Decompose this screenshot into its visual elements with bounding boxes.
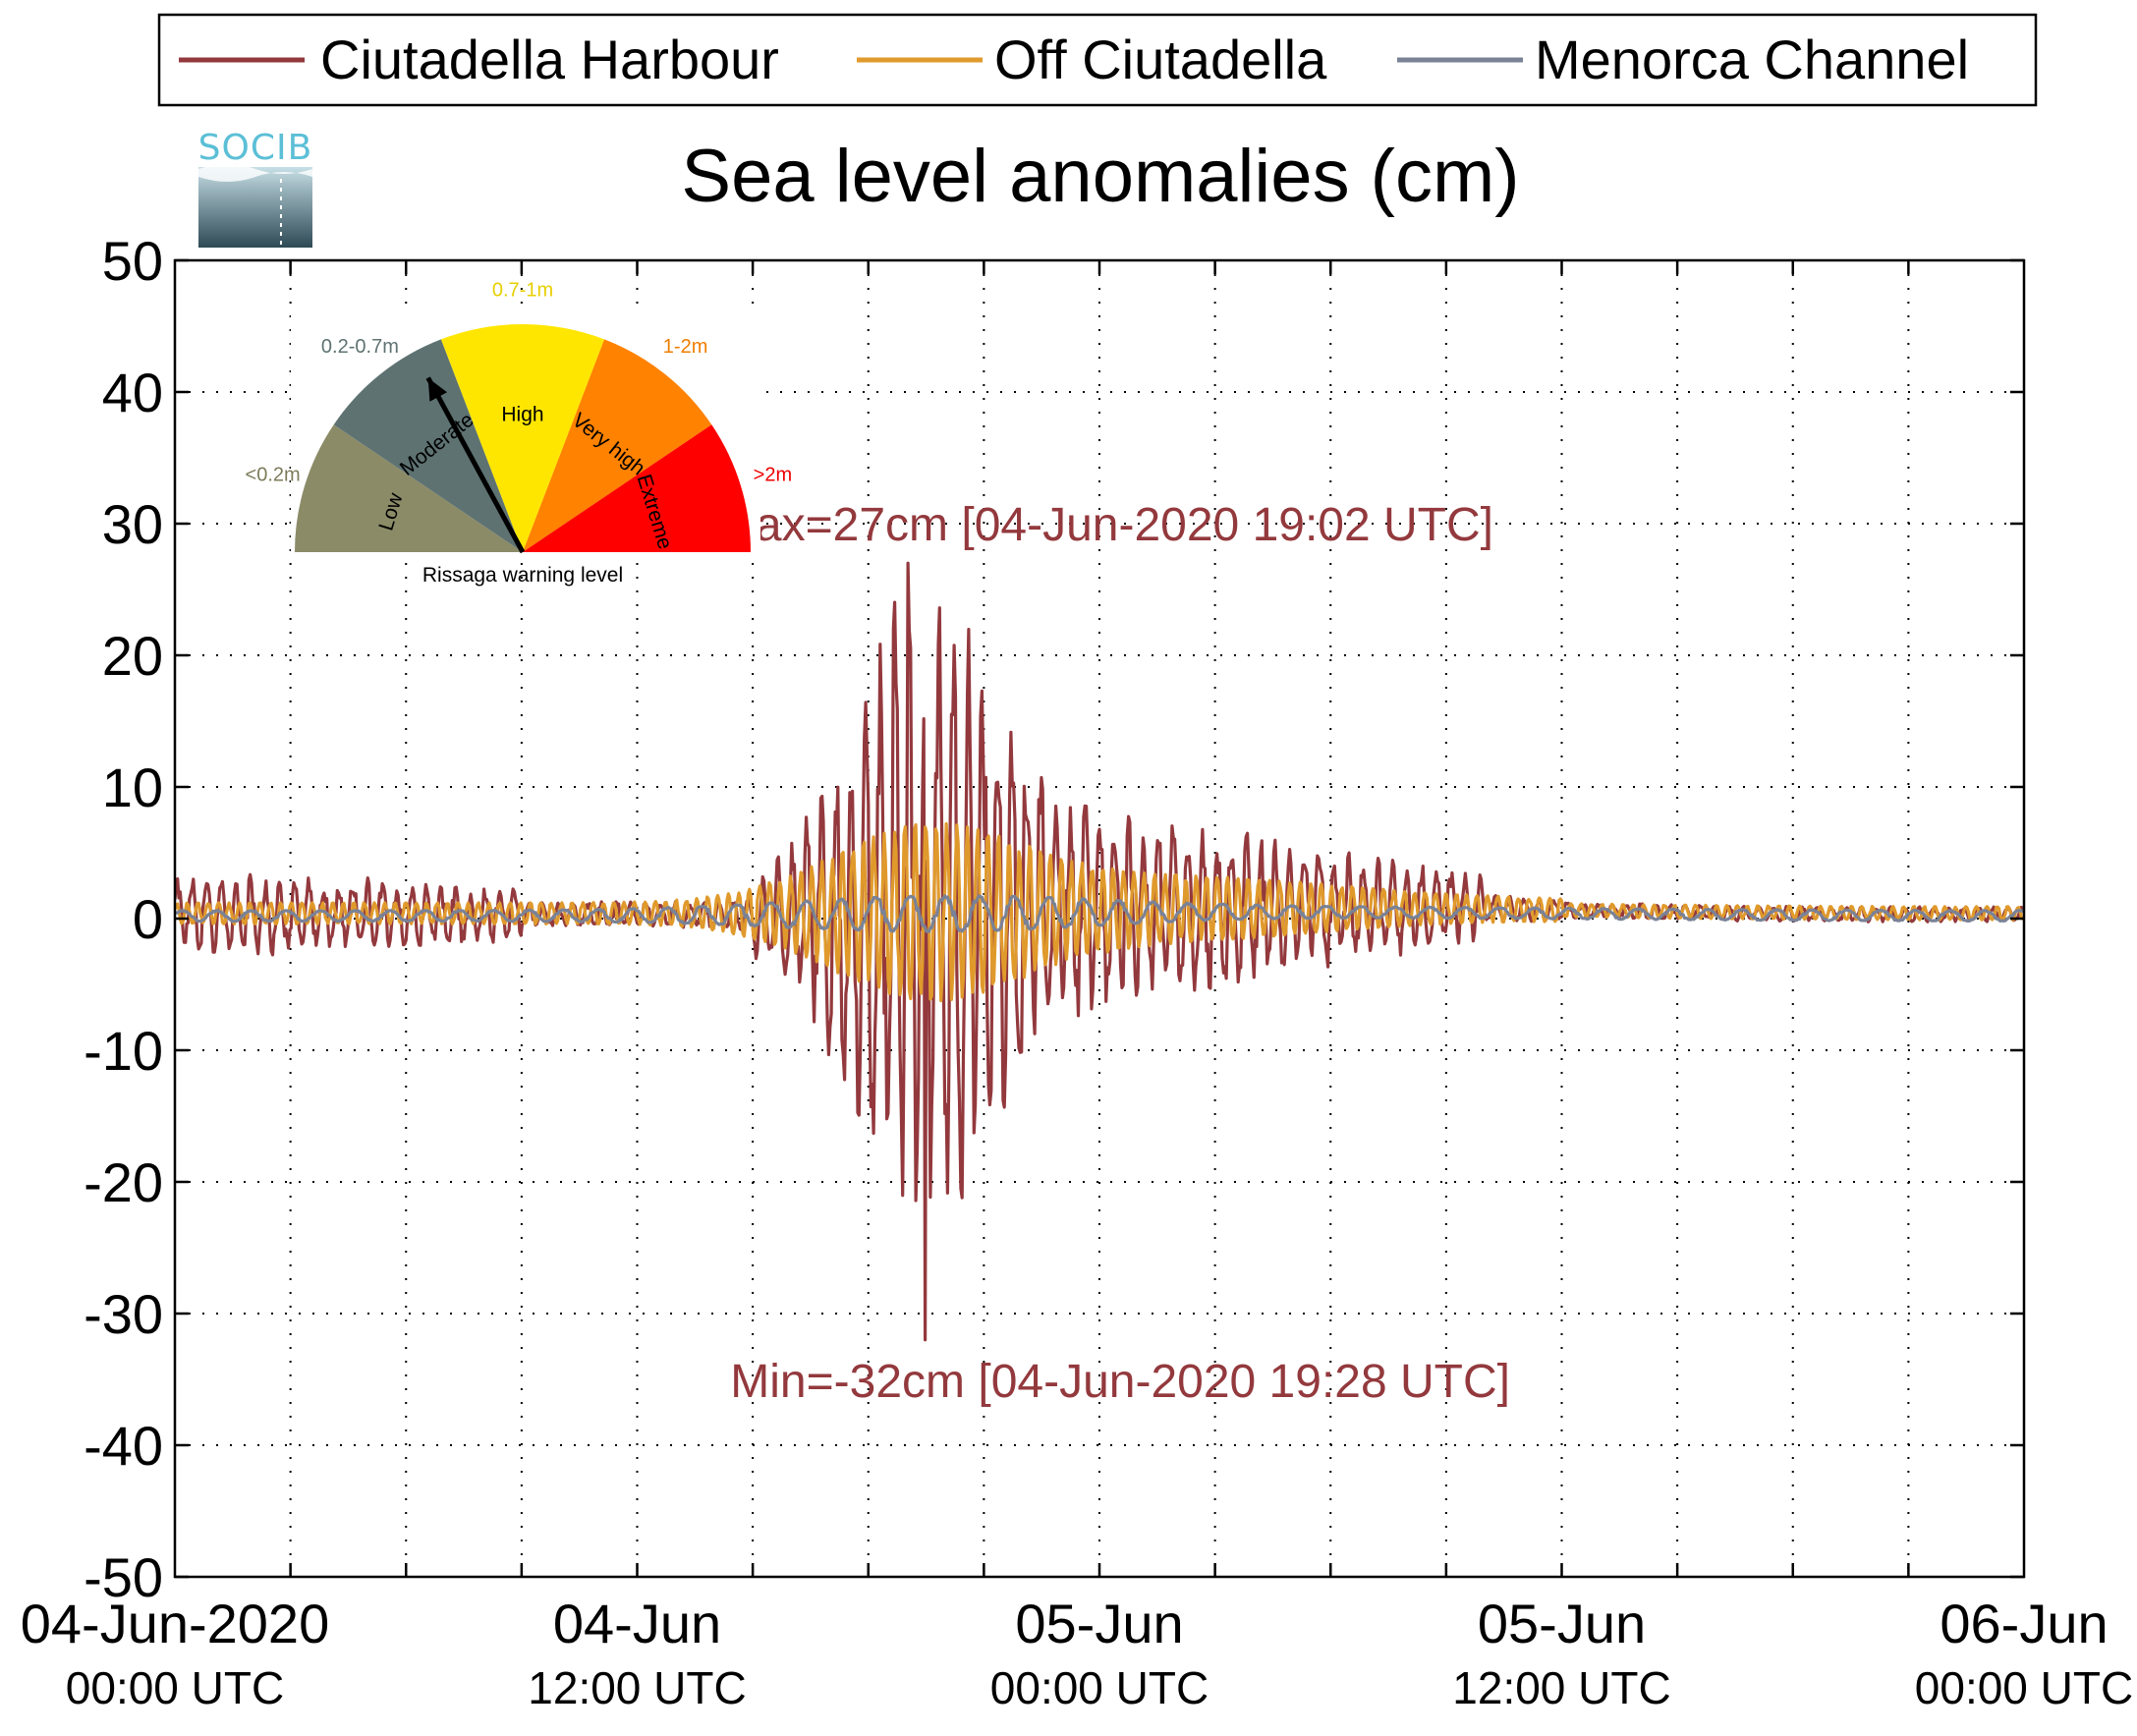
- series-line-menorca-channel: [175, 894, 2024, 933]
- legend-label-ciutadella-harbour: Ciutadella Harbour: [320, 28, 779, 90]
- y-tick-label: -40: [84, 1415, 163, 1477]
- x-tick-label-date: 05-Jun: [1478, 1593, 1646, 1654]
- x-tick-labels: 04-Jun-2020 00:00 UTC 04-Jun 12:00 UTC 05-Ju…: [21, 1593, 2133, 1713]
- socib-logo: SOCIB: [198, 128, 313, 248]
- y-tick-label: 30: [102, 493, 163, 555]
- x-tick-label-date: 04-Jun: [553, 1593, 721, 1654]
- max-annotation: Max=27cm [04-Jun-2020 19:02 UTC]: [716, 499, 1493, 551]
- y-tick-label: -10: [84, 1020, 163, 1082]
- y-tick-label: -50: [84, 1546, 163, 1608]
- gauge-needle-arrowhead: [427, 377, 447, 402]
- series-group: [175, 561, 2024, 1342]
- y-tick-label: 20: [102, 625, 163, 687]
- legend-box: [157, 13, 2038, 107]
- gauge-level-name: High: [501, 403, 543, 425]
- legend-label-menorca-channel: Menorca Channel: [1535, 28, 1969, 90]
- x-tick-label-date: 04-Jun-2020: [21, 1593, 329, 1654]
- chart-title: Sea level anomalies (cm): [681, 135, 1519, 218]
- x-tick-label-date: 06-Jun: [1940, 1593, 2108, 1654]
- y-tick-label: 10: [102, 756, 163, 818]
- grid-lines: [175, 260, 2024, 1577]
- plot-area: -50 -40 -30 -20 -10 0 10 20 30 40 50 04-Jun-2020 00…: [21, 230, 2133, 1713]
- y-tick-label: -20: [84, 1151, 163, 1213]
- x-tick-label-time: 00:00 UTC: [66, 1662, 284, 1713]
- gauge-caption: Rissaga warning level: [422, 564, 623, 587]
- x-tick-label-time: 00:00 UTC: [990, 1662, 1209, 1713]
- legend: Ciutadella Harbour Off Ciutadella Menorc…: [157, 13, 2038, 107]
- x-tick-label-time: 00:00 UTC: [1915, 1662, 2133, 1713]
- y-tick-label: 0: [133, 888, 163, 950]
- gauge-sector-very-high: [523, 339, 712, 552]
- axis-ticks: [175, 258, 2024, 1579]
- logo-wave: [198, 164, 312, 182]
- x-tick-label-time: 12:00 UTC: [528, 1662, 746, 1713]
- gauge-level-range: 1-2m: [663, 336, 708, 358]
- gauge-level-range: 0.2-0.7m: [321, 336, 399, 358]
- y-tick-label: 40: [102, 362, 163, 423]
- min-annotation: Min=-32cm [04-Jun-2020 19:28 UTC]: [730, 1356, 1510, 1408]
- legend-label-off-ciutadella: Off Ciutadella: [994, 28, 1327, 90]
- gauge-sector-moderate: [333, 339, 523, 552]
- gauge-level-range: >2m: [754, 464, 792, 485]
- gauge-level-range: 0.7-1m: [492, 279, 553, 301]
- y-tick-label: 50: [102, 230, 163, 292]
- gauge-needle: [425, 376, 526, 554]
- logo-text: SOCIB: [198, 128, 313, 168]
- y-tick-label: -30: [84, 1283, 163, 1345]
- gauge-sector-high: [440, 324, 605, 552]
- y-tick-labels: -50 -40 -30 -20 -10 0 10 20 30 40 50: [84, 230, 163, 1608]
- x-tick-label-time: 12:00 UTC: [1452, 1662, 1670, 1713]
- gauge-sector-low: [295, 424, 523, 552]
- gauge-sector-extreme: [523, 424, 751, 552]
- gauge-level-range: <0.2m: [246, 464, 301, 485]
- x-tick-label-date: 05-Jun: [1015, 1593, 1183, 1654]
